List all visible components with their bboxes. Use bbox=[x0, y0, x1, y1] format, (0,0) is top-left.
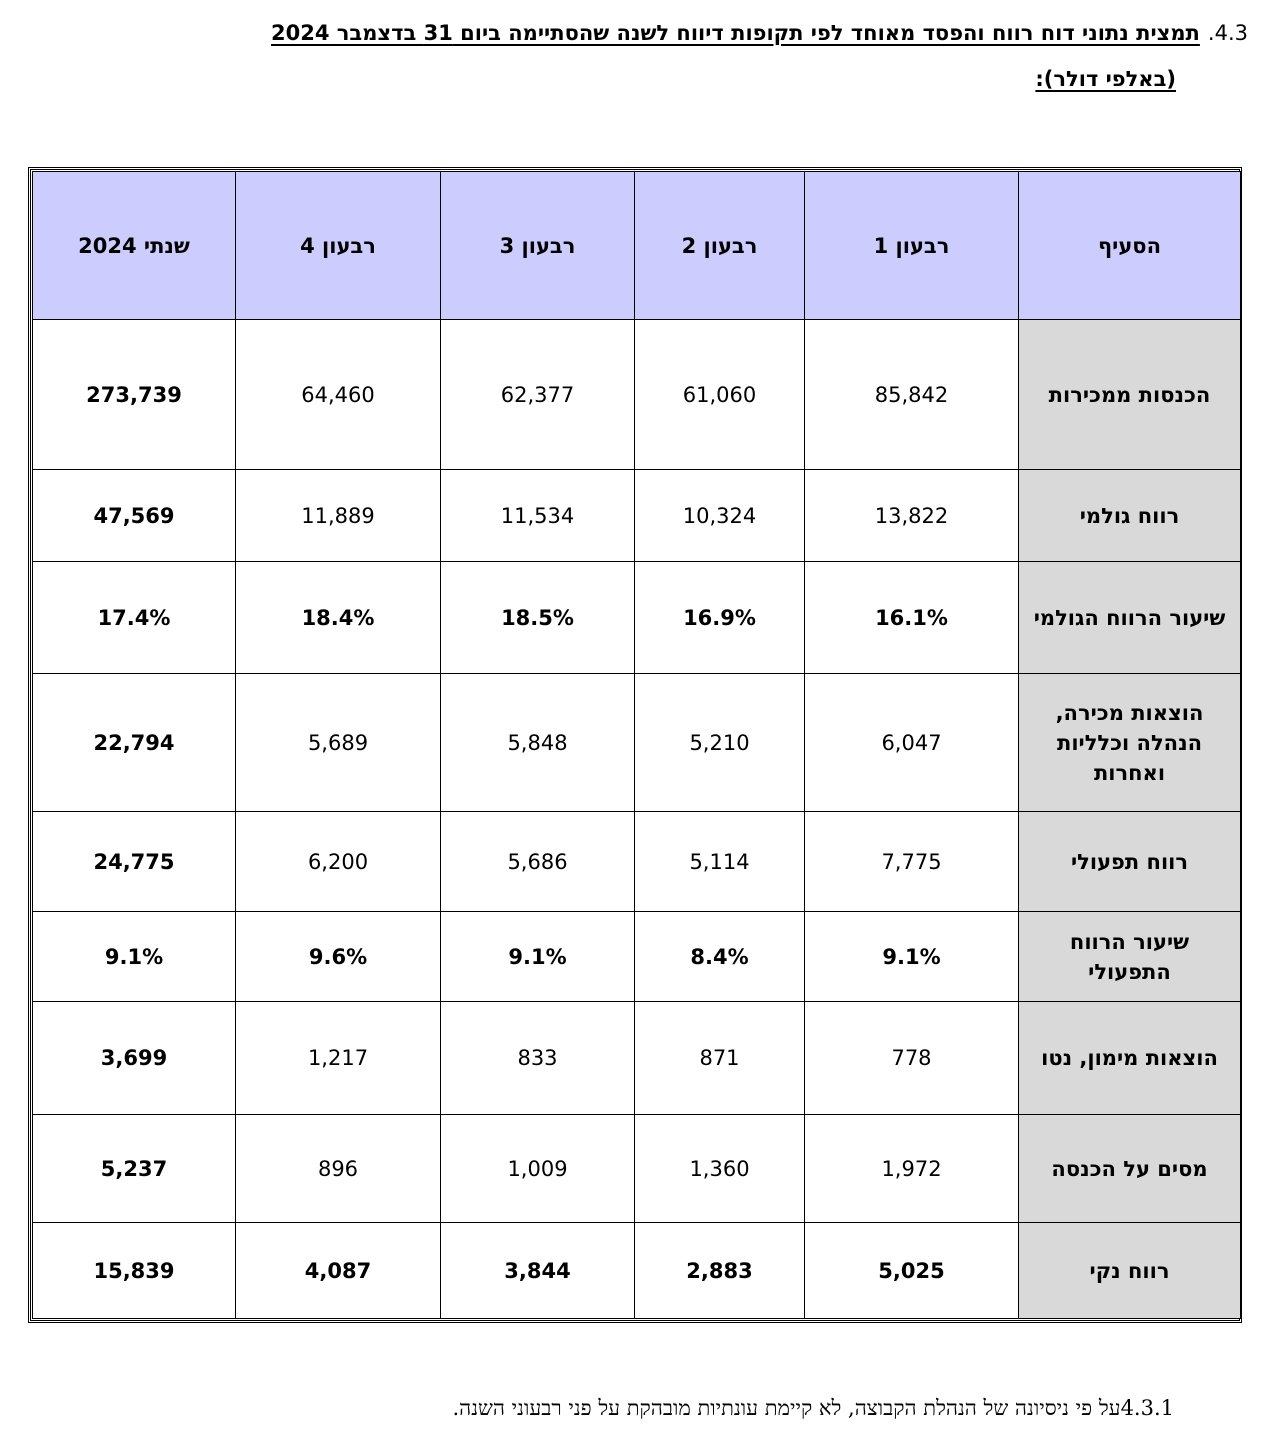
header-annual: שנתי 2024 bbox=[32, 171, 236, 320]
cell-q4: 18.4% bbox=[235, 561, 441, 674]
cell-q1: 1,972 bbox=[804, 1114, 1019, 1223]
section-number: 4.3. bbox=[1207, 21, 1248, 45]
table-row: הוצאות מימון, נטו 778 871 833 1,217 3,69… bbox=[32, 1001, 1241, 1115]
cell-q4: 9.6% bbox=[235, 911, 441, 1002]
section-title: תמצית נתוני דוח רווח והפסד מאוחד לפי תקו… bbox=[270, 21, 1200, 45]
cell-q2: 2,883 bbox=[634, 1222, 805, 1319]
row-label: הוצאות מימון, נטו bbox=[1018, 1001, 1241, 1115]
cell-annual: 273,739 bbox=[32, 319, 236, 470]
cell-q3: 5,848 bbox=[440, 673, 635, 812]
cell-q2: 871 bbox=[634, 1001, 805, 1115]
footnote-text: 4.3.1על פי ניסיונה של הנהלת הקבוצה, לא ק… bbox=[452, 1396, 1174, 1420]
table-row: שיעור הרווח הגולמי 16.1% 16.9% 18.5% 18.… bbox=[32, 561, 1241, 674]
row-label: רווח נקי bbox=[1018, 1222, 1241, 1319]
cell-annual: 22,794 bbox=[32, 673, 236, 812]
table-header-row: הסעיף רבעון 1 רבעון 2 רבעון 3 רבעון 4 שנ… bbox=[32, 171, 1241, 320]
table-row: מסים על הכנסה 1,972 1,360 1,009 896 5,23… bbox=[32, 1114, 1241, 1223]
header-item: הסעיף bbox=[1018, 171, 1241, 320]
financial-table-frame: הסעיף רבעון 1 רבעון 2 רבעון 3 רבעון 4 שנ… bbox=[28, 167, 1242, 1323]
header-q2: רבעון 2 bbox=[634, 171, 805, 320]
row-label: הוצאות מכירה, הנהלה וכלליות ואחרות bbox=[1018, 673, 1241, 812]
cell-annual: 24,775 bbox=[32, 811, 236, 912]
cell-q2: 8.4% bbox=[634, 911, 805, 1002]
cell-q4: 4,087 bbox=[235, 1222, 441, 1319]
cell-q3: 11,534 bbox=[440, 469, 635, 562]
cell-q4: 5,689 bbox=[235, 673, 441, 812]
section-heading: 4.3. תמצית נתוני דוח רווח והפסד מאוחד לפי… bbox=[12, 10, 1248, 102]
table-row: שיעור הרווח התפעולי 9.1% 8.4% 9.1% 9.6% … bbox=[32, 911, 1241, 1002]
cell-q4: 11,889 bbox=[235, 469, 441, 562]
cell-q1: 6,047 bbox=[804, 673, 1019, 812]
table-row: הוצאות מכירה, הנהלה וכלליות ואחרות 6,047… bbox=[32, 673, 1241, 812]
cell-q4: 64,460 bbox=[235, 319, 441, 470]
cell-annual: 5,237 bbox=[32, 1114, 236, 1223]
table-row: רווח תפעולי 7,775 5,114 5,686 6,200 24,7… bbox=[32, 811, 1241, 912]
row-label: רווח תפעולי bbox=[1018, 811, 1241, 912]
cell-q2: 1,360 bbox=[634, 1114, 805, 1223]
cell-q4: 6,200 bbox=[235, 811, 441, 912]
row-label: רווח גולמי bbox=[1018, 469, 1241, 562]
header-q3: רבעון 3 bbox=[440, 171, 635, 320]
cell-q2: 16.9% bbox=[634, 561, 805, 674]
cell-q3: 9.1% bbox=[440, 911, 635, 1002]
row-label: הכנסות ממכירות bbox=[1018, 319, 1241, 470]
cell-q4: 1,217 bbox=[235, 1001, 441, 1115]
row-label: שיעור הרווח התפעולי bbox=[1018, 911, 1241, 1002]
income-statement-table: הסעיף רבעון 1 רבעון 2 רבעון 3 רבעון 4 שנ… bbox=[32, 171, 1241, 1319]
cell-q2: 5,210 bbox=[634, 673, 805, 812]
cell-q3: 18.5% bbox=[440, 561, 635, 674]
cell-annual: 17.4% bbox=[32, 561, 236, 674]
row-label: מסים על הכנסה bbox=[1018, 1114, 1241, 1223]
cell-q2: 61,060 bbox=[634, 319, 805, 470]
section-title-unit: (באלפי דולר): bbox=[1035, 67, 1176, 91]
table-row: רווח נקי 5,025 2,883 3,844 4,087 15,839 bbox=[32, 1222, 1241, 1319]
header-q4: רבעון 4 bbox=[235, 171, 441, 320]
row-label: שיעור הרווח הגולמי bbox=[1018, 561, 1241, 674]
cell-q4: 896 bbox=[235, 1114, 441, 1223]
cell-q1: 778 bbox=[804, 1001, 1019, 1115]
cell-q1: 9.1% bbox=[804, 911, 1019, 1002]
cell-q1: 85,842 bbox=[804, 319, 1019, 470]
cell-q3: 833 bbox=[440, 1001, 635, 1115]
cell-annual: 15,839 bbox=[32, 1222, 236, 1319]
cell-annual: 3,699 bbox=[32, 1001, 236, 1115]
cell-q3: 1,009 bbox=[440, 1114, 635, 1223]
cell-q1: 16.1% bbox=[804, 561, 1019, 674]
cell-annual: 47,569 bbox=[32, 469, 236, 562]
cell-q3: 3,844 bbox=[440, 1222, 635, 1319]
table-row: הכנסות ממכירות 85,842 61,060 62,377 64,4… bbox=[32, 319, 1241, 470]
cell-q1: 7,775 bbox=[804, 811, 1019, 912]
header-q1: רבעון 1 bbox=[804, 171, 1019, 320]
cell-q1: 5,025 bbox=[804, 1222, 1019, 1319]
table-row: רווח גולמי 13,822 10,324 11,534 11,889 4… bbox=[32, 469, 1241, 562]
cell-q2: 5,114 bbox=[634, 811, 805, 912]
cell-q1: 13,822 bbox=[804, 469, 1019, 562]
cell-q3: 62,377 bbox=[440, 319, 635, 470]
cell-q2: 10,324 bbox=[634, 469, 805, 562]
cell-annual: 9.1% bbox=[32, 911, 236, 1002]
cell-q3: 5,686 bbox=[440, 811, 635, 912]
